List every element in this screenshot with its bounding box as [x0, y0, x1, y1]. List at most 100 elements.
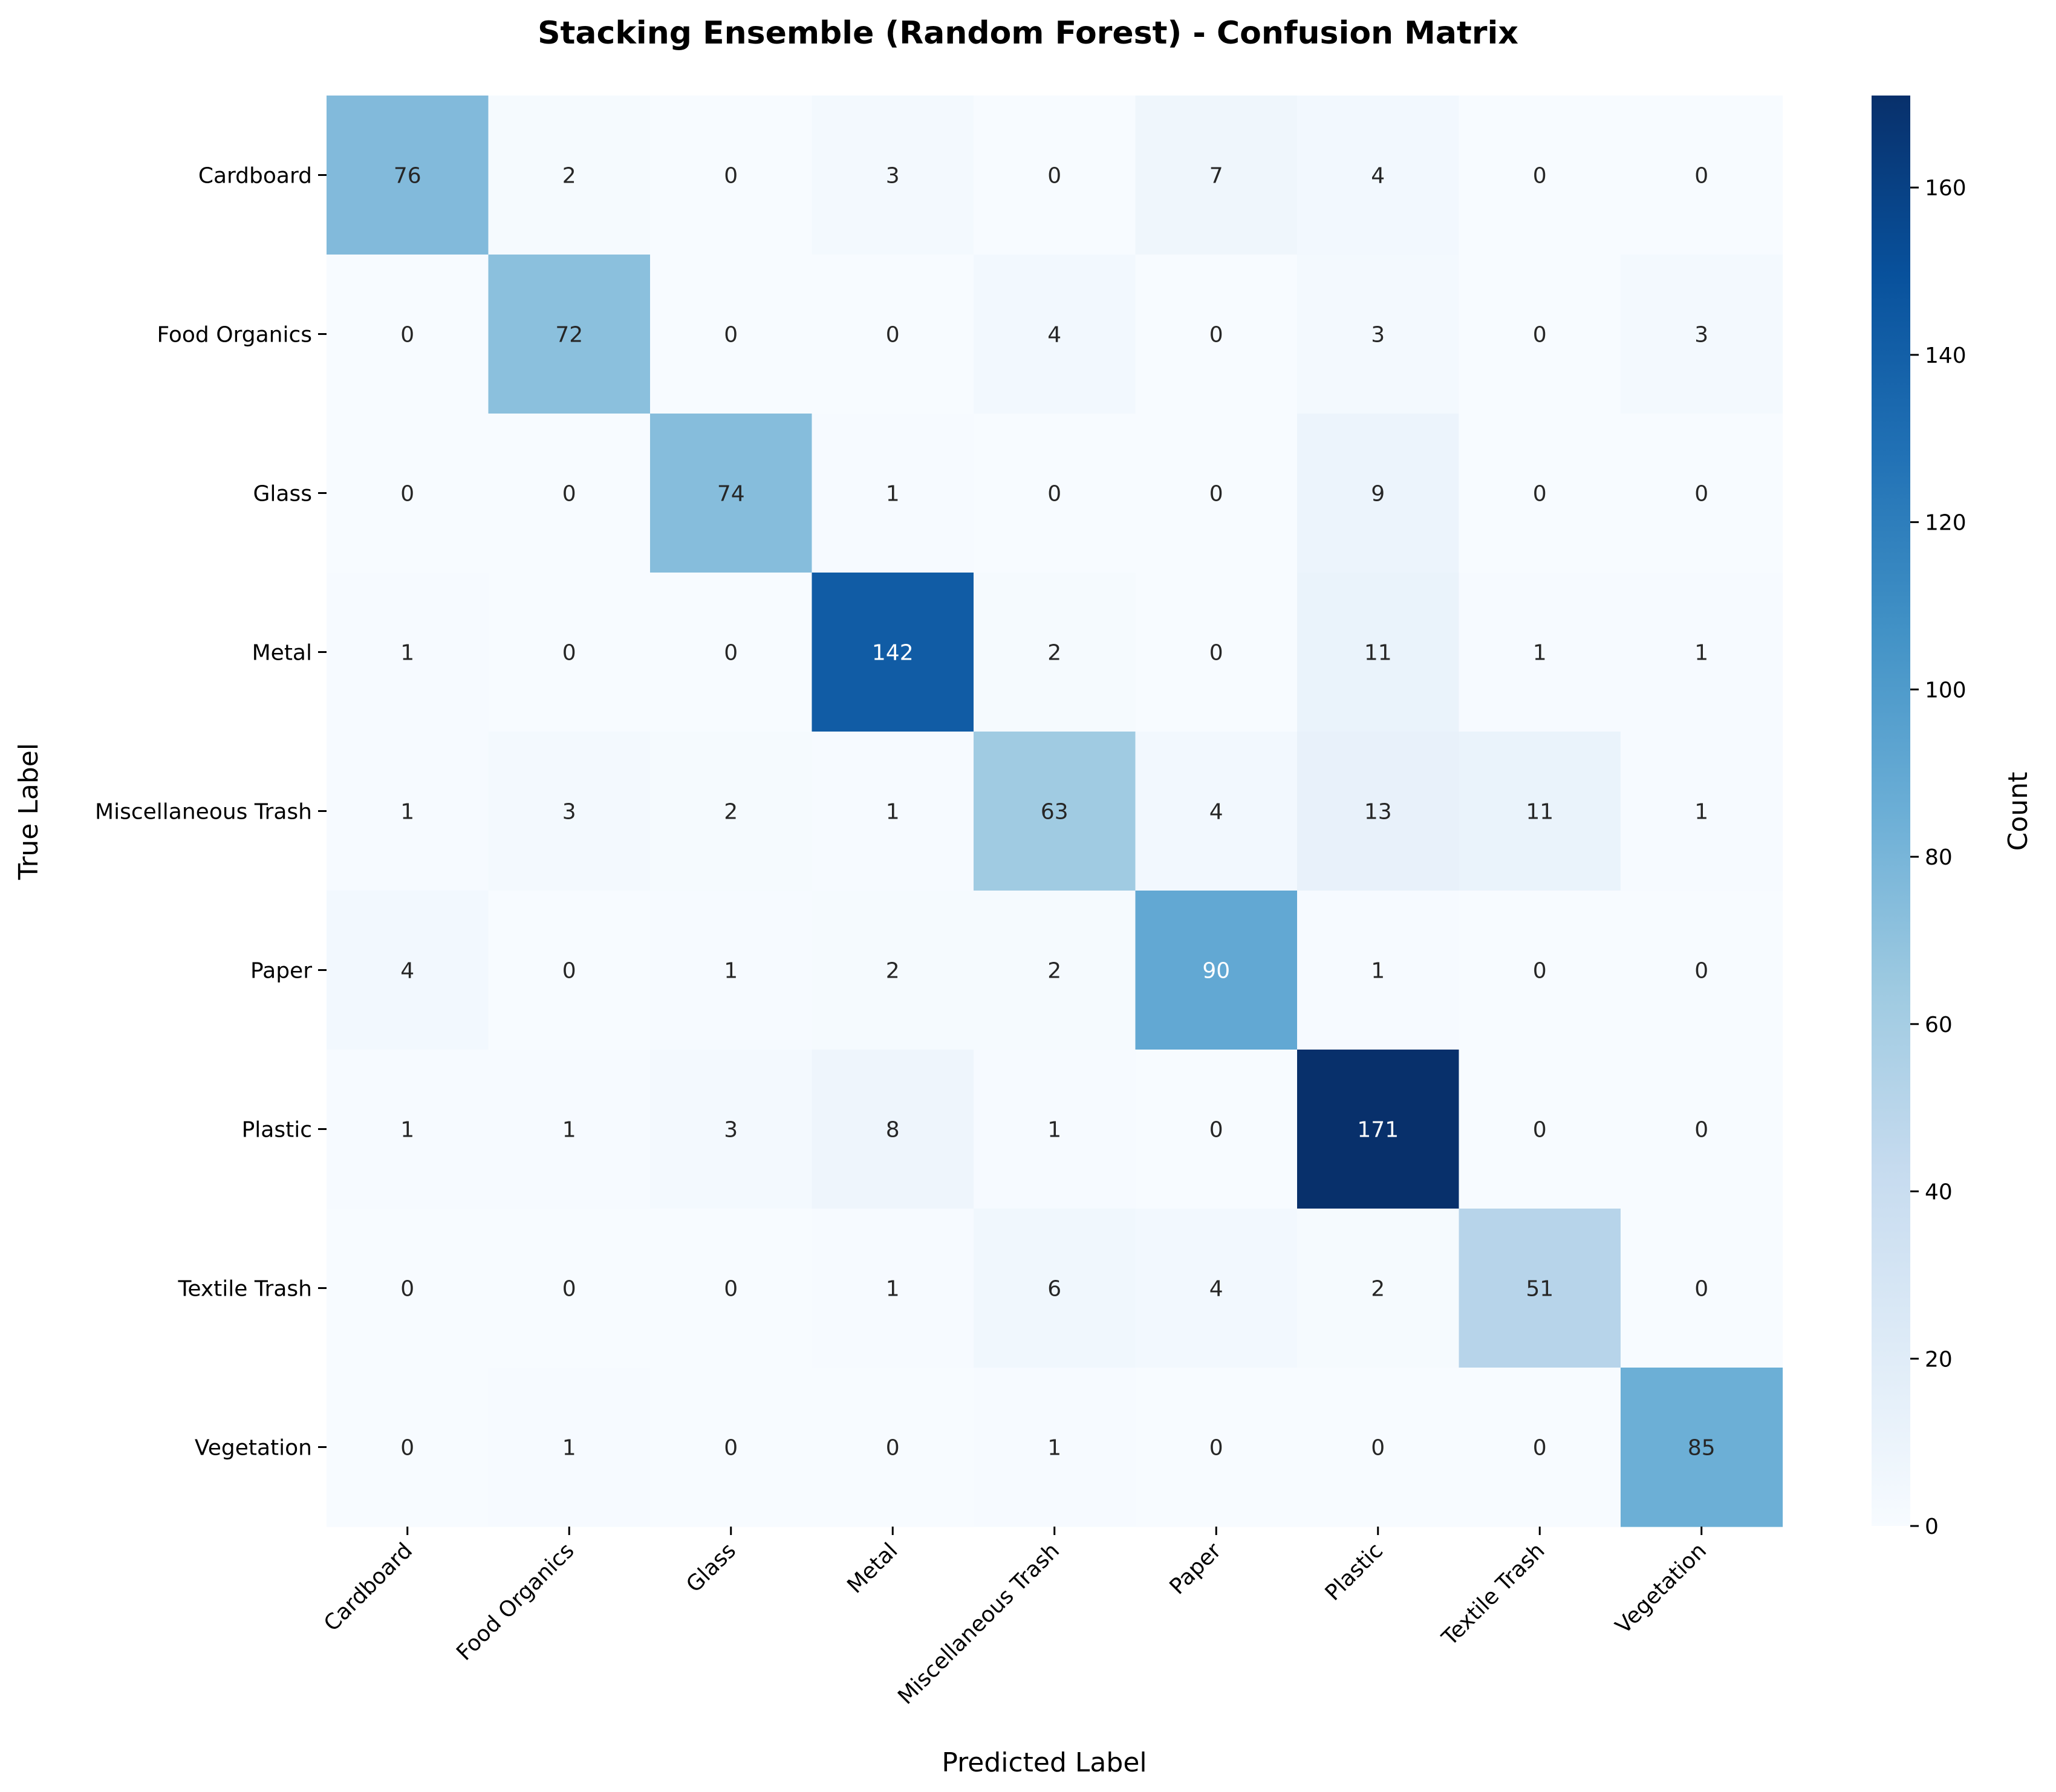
heatmap-cell [1297, 1368, 1460, 1527]
cell-value-label: 4 [1047, 323, 1061, 348]
cell-value-label: 0 [562, 959, 576, 984]
cell-value-label: 0 [562, 641, 576, 666]
x-tick-label: Vegetation [1611, 1538, 1711, 1638]
heatmap-cell [1297, 255, 1460, 414]
cell-value-label: 0 [1533, 1118, 1547, 1143]
y-tick-label: Metal [252, 641, 312, 666]
heatmap-cell [812, 891, 974, 1050]
cell-value-label: 0 [1694, 1277, 1708, 1302]
cell-value-label: 0 [1371, 1436, 1385, 1461]
cell-value-label: 11 [1526, 800, 1553, 825]
heatmap-cell [1297, 1050, 1460, 1209]
colorbar: 0 20 40 60 80 100 120 140 160 [1872, 96, 1967, 1539]
cell-value-label: 2 [724, 800, 738, 825]
y-tick-label: Miscellaneous Trash [95, 800, 312, 825]
heatmap-cell [1297, 573, 1460, 732]
cell-value-label: 0 [1209, 641, 1223, 666]
heatmap-cell [974, 1050, 1136, 1209]
cell-value-label: 11 [1364, 641, 1392, 666]
x-tick-label: Food Organics [452, 1538, 579, 1665]
cell-value-label: 4 [400, 959, 414, 984]
colorbar-tick-label: 160 [1925, 176, 1967, 201]
cell-value-label: 6 [1047, 1277, 1061, 1302]
cell-value-label: 0 [400, 1436, 414, 1461]
y-tick-label: Textile Trash [177, 1277, 312, 1302]
cell-value-label: 90 [1202, 959, 1230, 984]
colorbar-tick-label: 40 [1925, 1180, 1953, 1205]
heatmap-cell [1135, 1368, 1298, 1527]
heatmap-cell [974, 255, 1136, 414]
heatmap-cell [974, 573, 1136, 732]
heatmap-cell [1135, 732, 1298, 891]
cell-value-label: 2 [1047, 641, 1061, 666]
y-tick-label: Food Organics [157, 323, 312, 348]
cell-value-label: 0 [562, 482, 576, 507]
heatmap-cell [1135, 1209, 1298, 1368]
cell-value-label: 0 [1209, 1436, 1223, 1461]
x-tick-label: Paper [1165, 1538, 1226, 1599]
cell-value-label: 3 [724, 1118, 738, 1143]
x-tick-label: Glass [682, 1538, 741, 1597]
heatmap-cell [650, 1209, 813, 1368]
cell-value-label: 2 [886, 959, 900, 984]
cell-value-label: 0 [1047, 164, 1061, 189]
heatmap-cell [812, 414, 974, 573]
heatmap-cell [812, 1368, 974, 1527]
heatmap-cell [327, 1368, 489, 1527]
heatmap-cell [812, 255, 974, 414]
cell-value-label: 3 [1694, 323, 1708, 348]
cell-value-label: 1 [886, 800, 900, 825]
cell-value-label: 0 [1694, 959, 1708, 984]
heatmap-grid: 76 2 0 3 0 7 4 0 00 72 0 0 4 0 3 0 30 0 74 1 0 0 9 0 01 0 0 142 2 0 11… [327, 96, 1783, 1527]
y-axis-label: True Label [13, 743, 44, 880]
colorbar-tick-label: 60 [1925, 1013, 1953, 1037]
cell-value-label: 0 [400, 1277, 414, 1302]
heatmap-cell [974, 1368, 1136, 1527]
colorbar-tick-label: 100 [1925, 678, 1967, 703]
heatmap-cell [812, 1050, 974, 1209]
heatmap-cell [1135, 255, 1298, 414]
cell-value-label: 63 [1041, 800, 1069, 825]
heatmap-cell [812, 1209, 974, 1368]
y-tick-label: Cardboard [198, 164, 312, 189]
cell-value-label: 0 [1694, 164, 1708, 189]
cell-value-label: 0 [1209, 1118, 1223, 1143]
cell-value-label: 1 [886, 1277, 900, 1302]
colorbar-tick-label: 20 [1925, 1347, 1953, 1372]
heatmap-cell [1621, 1209, 1783, 1368]
heatmap-cell [1459, 732, 1621, 891]
heatmap-cell [1135, 96, 1298, 255]
heatmap-cell [1135, 414, 1298, 573]
cell-value-label: 0 [1047, 482, 1061, 507]
cell-value-label: 51 [1526, 1277, 1553, 1302]
heatmap-cell [327, 732, 489, 891]
cell-value-label: 0 [400, 482, 414, 507]
cell-value-label: 0 [724, 641, 738, 666]
cell-value-label: 0 [1533, 482, 1547, 507]
heatmap-cell [488, 573, 651, 732]
heatmap-cell [488, 1050, 651, 1209]
cell-value-label: 0 [1533, 1436, 1547, 1461]
heatmap-cell [1459, 891, 1621, 1050]
x-tick-label: Cardboard [319, 1538, 417, 1636]
cell-value-label: 0 [1533, 323, 1547, 348]
cell-value-label: 142 [872, 641, 914, 666]
heatmap-cell [1621, 1368, 1783, 1527]
colorbar-tick-label: 140 [1925, 343, 1967, 368]
cell-value-label: 1 [400, 1118, 414, 1143]
heatmap-cell [974, 1209, 1136, 1368]
cell-value-label: 0 [1694, 1118, 1708, 1143]
heatmap-cell [1621, 255, 1783, 414]
heatmap-cell [488, 255, 651, 414]
y-tick-label: Plastic [242, 1118, 312, 1143]
heatmap-cell [650, 1368, 813, 1527]
heatmap-cell [327, 573, 489, 732]
cell-value-label: 0 [886, 323, 900, 348]
cell-value-label: 0 [1209, 482, 1223, 507]
heatmap-cell [812, 573, 974, 732]
cell-value-label: 1 [1047, 1436, 1061, 1461]
cell-value-label: 2 [1371, 1277, 1385, 1302]
heatmap-cell [1459, 573, 1621, 732]
cell-value-label: 1 [1694, 641, 1708, 666]
heatmap-cell [488, 732, 651, 891]
